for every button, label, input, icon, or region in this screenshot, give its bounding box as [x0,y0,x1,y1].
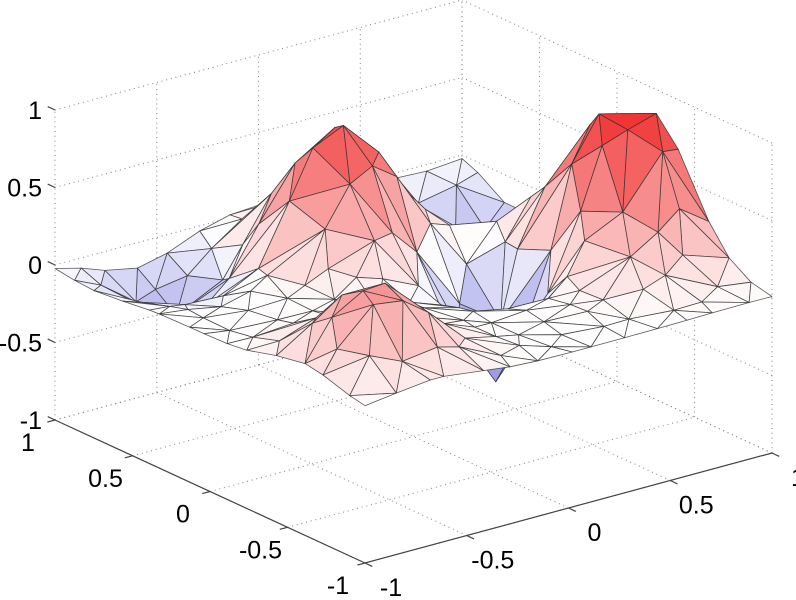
axis-lines [54,419,773,564]
tick-label: -1 [327,572,349,600]
surface-mesh [54,113,773,407]
tick-label: -0.5 [0,330,42,358]
tick-label: 0.5 [88,465,123,493]
tick-label: -0.5 [471,547,514,575]
tick-label: 0 [28,252,42,280]
tick-labels-z-axis: -1 -0.5 0 0.5 1 [0,97,42,435]
tick-label: 0.5 [679,492,714,520]
tick-label: 0 [176,501,190,529]
tick-label: -0.5 [239,536,282,564]
tick-labels-y-axis: -1 -0.5 0 0.5 1 [21,429,349,600]
tick-label: 1 [791,464,796,492]
tick-label: -1 [20,407,42,435]
tick-label: 1 [21,429,35,457]
axis-ticks [47,106,780,567]
tick-label: 0.5 [7,175,42,203]
tick-labels-x-axis: -1 -0.5 0 0.5 1 [380,464,796,600]
tick-label: 1 [28,97,42,125]
tick-label: 0 [588,519,602,547]
tick-label: -1 [380,574,402,600]
